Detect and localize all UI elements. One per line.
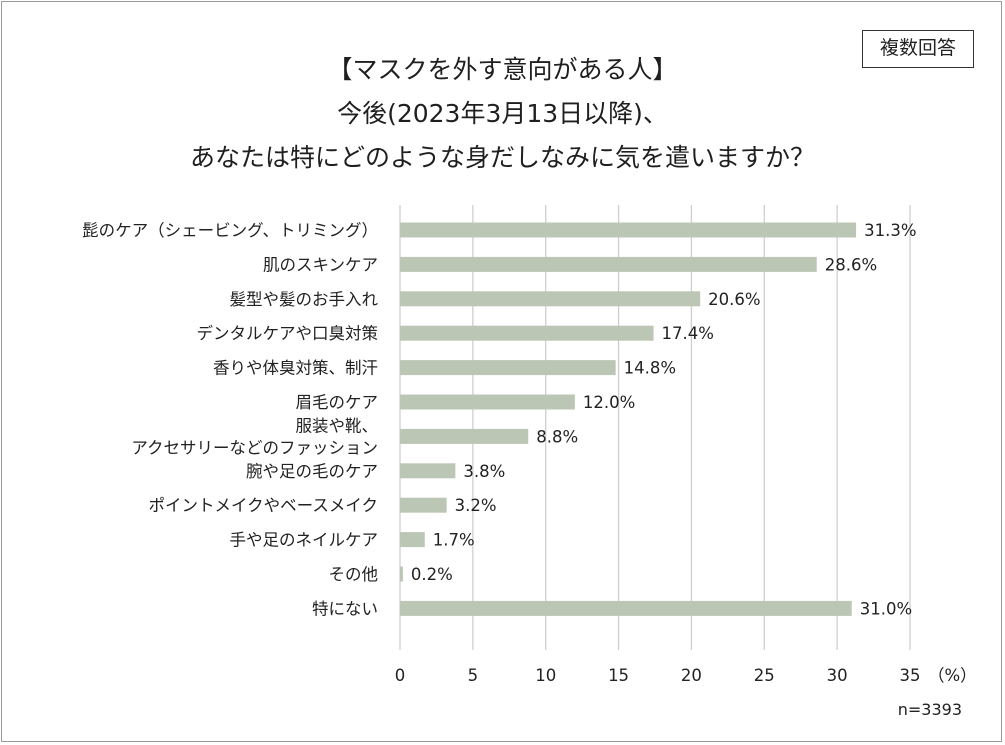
- bar: [400, 360, 616, 376]
- bars: [400, 222, 857, 616]
- value-label: 12.0%: [583, 393, 635, 412]
- sample-size-note: n=3393: [897, 700, 962, 719]
- value-label: 31.0%: [860, 599, 912, 618]
- value-label: 17.4%: [662, 324, 714, 343]
- bar: [400, 256, 817, 272]
- value-labels: 31.3% 28.6% 20.6% 17.4% 14.8% 12.0% 8.8% 3.8% 3.…: [411, 221, 917, 618]
- value-label: 3.2%: [455, 496, 497, 515]
- chart-title-line-2: 今後(2023年3月13日以降)、: [337, 99, 668, 128]
- grid-lines: [399, 205, 911, 650]
- category-labels: 髭のケア（シェービング、トリミング） 肌のスキンケア髪型や髪のお手入れデンタルケア…: [82, 220, 378, 618]
- x-tick-label: 35: [900, 666, 921, 685]
- x-tick-label: 20: [681, 666, 702, 685]
- value-label: 20.6%: [708, 290, 760, 309]
- multiple-answer-badge: 複数回答: [862, 30, 974, 68]
- x-tick-label: 25: [754, 666, 775, 685]
- value-label: 3.8%: [463, 462, 505, 481]
- category-label: アクセサリーなどのファッション: [131, 438, 378, 457]
- x-tick-label: 15: [608, 666, 629, 685]
- bar: [400, 428, 529, 444]
- bar: [400, 566, 403, 582]
- category-label: ポイントメイクやベースメイク: [148, 496, 378, 515]
- x-tick-label: 5: [468, 666, 479, 685]
- bar: [400, 291, 701, 307]
- chart-title-line-1: 【マスクを外す意向がある人】: [327, 55, 678, 84]
- x-tick-label: 30: [827, 666, 848, 685]
- bar: [400, 532, 425, 548]
- category-label: 眉毛のケア: [296, 393, 379, 412]
- category-label: その他: [329, 565, 379, 584]
- chart-title-line-3: あなたは特にどのような身だしなみに気を遣いますか？: [189, 143, 815, 172]
- category-label: 手や足のネイルケア: [230, 531, 379, 550]
- category-label: 髪型や髪のお手入れ: [230, 290, 379, 309]
- value-label: 1.7%: [433, 531, 475, 550]
- x-axis-unit: （%）: [928, 666, 977, 685]
- category-label: 髭のケア（シェービング、トリミング）: [82, 220, 378, 240]
- bar: [400, 325, 654, 341]
- bar: [400, 222, 857, 238]
- bar: [400, 600, 852, 616]
- x-axis-ticks: 0 5 10 15 20 25 30 35 （%）: [395, 666, 977, 685]
- category-label: 肌のスキンケア: [263, 255, 378, 274]
- value-label: 14.8%: [624, 359, 676, 378]
- bar: [400, 394, 575, 410]
- value-label: 31.3%: [864, 221, 916, 240]
- category-label: 香りや体臭対策、制汗: [213, 359, 378, 378]
- category-label: デンタルケアや口臭対策: [197, 323, 379, 343]
- category-label: 特にない: [312, 599, 378, 618]
- category-label: 腕や足の毛のケア: [246, 462, 378, 481]
- x-tick-label: 0: [395, 666, 406, 685]
- bar: [400, 463, 456, 479]
- value-label: 0.2%: [411, 565, 453, 584]
- value-label: 28.6%: [825, 255, 877, 274]
- x-tick-label: 10: [535, 666, 556, 685]
- value-label: 8.8%: [536, 427, 578, 446]
- category-label: 服装や靴、: [296, 416, 379, 435]
- bar: [400, 497, 447, 513]
